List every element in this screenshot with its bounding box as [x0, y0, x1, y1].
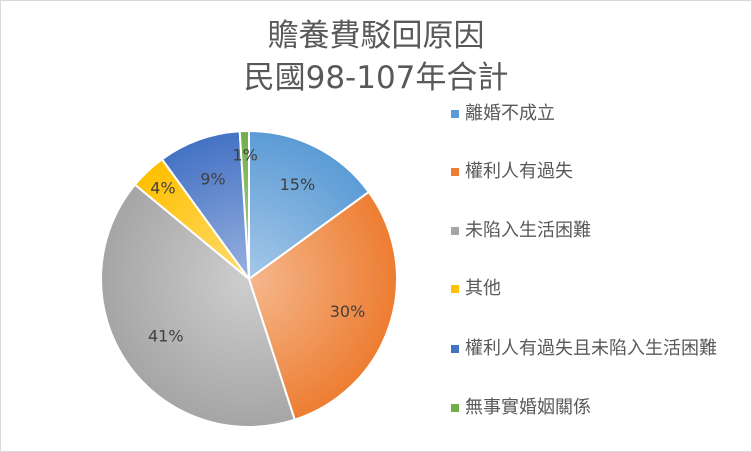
legend-label: 權利人有過失	[465, 161, 573, 182]
chart-title: 贍養費駁回原因 民國98-107年合計	[1, 15, 751, 99]
legend-label: 未陷入生活困難	[465, 220, 591, 241]
legend-label: 權利人有過失且未陷入生活困難	[465, 338, 717, 359]
legend-swatch	[451, 285, 459, 293]
data-label-3: 41%	[148, 327, 184, 346]
data-label-4: 4%	[150, 178, 175, 197]
pie-slice-5	[160, 130, 251, 283]
pie-slice-1	[248, 129, 371, 281]
legend-label: 其他	[465, 278, 501, 299]
data-label-5: 9%	[200, 170, 225, 189]
legend-label: 離婚不成立	[465, 103, 555, 124]
legend-swatch	[451, 227, 459, 235]
chart-title-line-2: 民國98-107年合計	[243, 60, 509, 96]
data-label-2: 30%	[330, 302, 366, 321]
pie-slice-3	[100, 183, 296, 428]
legend-swatch	[451, 110, 459, 118]
data-label-6: 1%	[232, 146, 257, 165]
pie-slice-6	[238, 129, 250, 280]
legend-label: 無事實婚姻關係	[465, 397, 591, 418]
legend-swatch	[451, 404, 459, 412]
chart-title-line-1: 贍養費駁回原因	[267, 18, 485, 54]
legend-swatch	[451, 345, 459, 353]
data-label-1: 15%	[280, 175, 316, 194]
legend-swatch	[451, 168, 459, 176]
pie-slice-2	[247, 190, 398, 422]
